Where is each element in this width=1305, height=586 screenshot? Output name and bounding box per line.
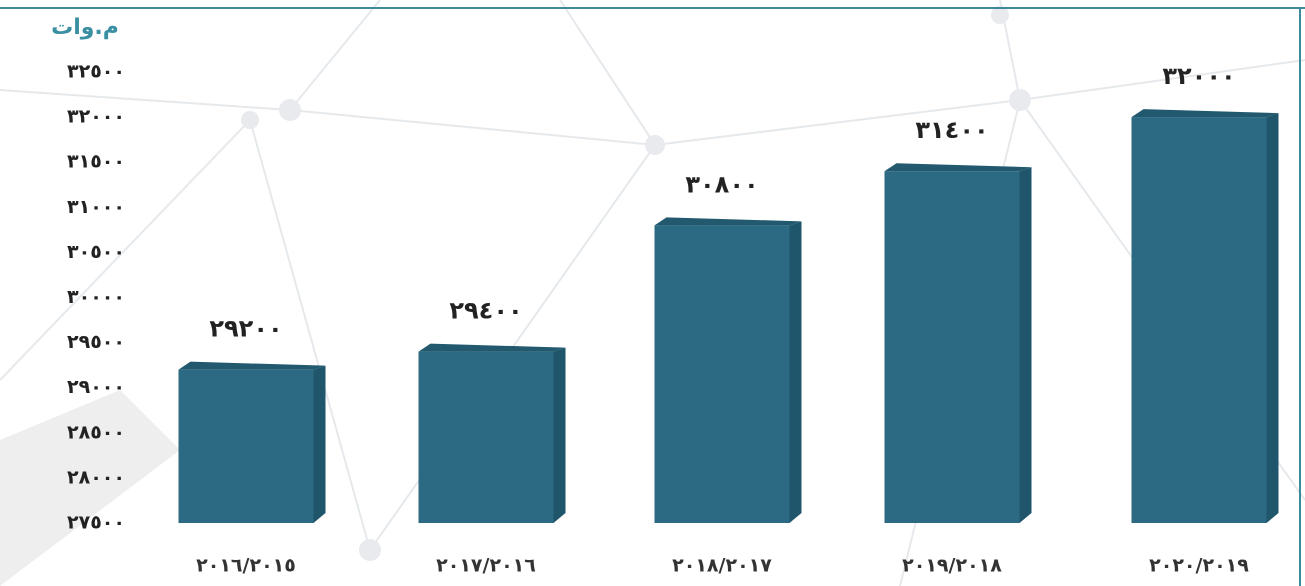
x-tick-label: ٢٠١٨/٢٠١٧ [672, 555, 772, 577]
value-label: ٢٩٢٠٠ [209, 315, 282, 343]
bar [654, 225, 790, 523]
y-axis-unit: م.وات [51, 15, 119, 40]
bar [884, 171, 1020, 523]
x-tick-label: ٢٠٢٠/٢٠١٩ [1149, 555, 1249, 577]
y-tick-label: ٣٢٠٠٠ [67, 106, 125, 128]
y-tick-label: ٢٧٥٠٠ [67, 512, 125, 534]
bar-top [654, 217, 802, 226]
bar-side [1266, 113, 1279, 523]
bar-top [418, 343, 566, 352]
bar-top [178, 361, 326, 370]
y-tick-label: ٢٨٥٠٠ [67, 421, 125, 443]
bar-side [1019, 167, 1032, 523]
x-tick-label: ٢٠١٩/٢٠١٨ [902, 555, 1002, 577]
y-tick-label: ٣٠٠٠٠ [67, 286, 125, 308]
y-tick-label: ٣٢٥٠٠ [67, 61, 125, 83]
y-tick-label: ٢٩٥٠٠ [67, 331, 125, 353]
y-tick-label: ٢٨٠٠٠ [67, 466, 125, 488]
bar-side [789, 221, 802, 523]
y-tick-label: ٣١٥٠٠ [67, 151, 125, 173]
bar [1131, 117, 1267, 523]
bar-top [884, 163, 1032, 172]
bar-top [1131, 109, 1279, 118]
bar-side [553, 347, 566, 523]
value-label: ٣٢٠٠٠ [1162, 62, 1235, 90]
y-tick-label: ٢٩٠٠٠ [67, 376, 125, 398]
y-tick-label: ٣٠٥٠٠ [67, 241, 125, 263]
value-label: ٢٩٤٠٠ [449, 297, 522, 325]
bar [178, 369, 314, 523]
y-tick-label: ٣١٠٠٠ [67, 196, 125, 218]
bar-side [313, 365, 326, 523]
value-label: ٣٠٨٠٠ [685, 170, 758, 198]
x-tick-label: ٢٠١٦/٢٠١٥ [196, 555, 296, 577]
value-label: ٣١٤٠٠ [915, 116, 988, 144]
bar [418, 351, 554, 523]
x-tick-label: ٢٠١٧/٢٠١٦ [436, 555, 536, 577]
